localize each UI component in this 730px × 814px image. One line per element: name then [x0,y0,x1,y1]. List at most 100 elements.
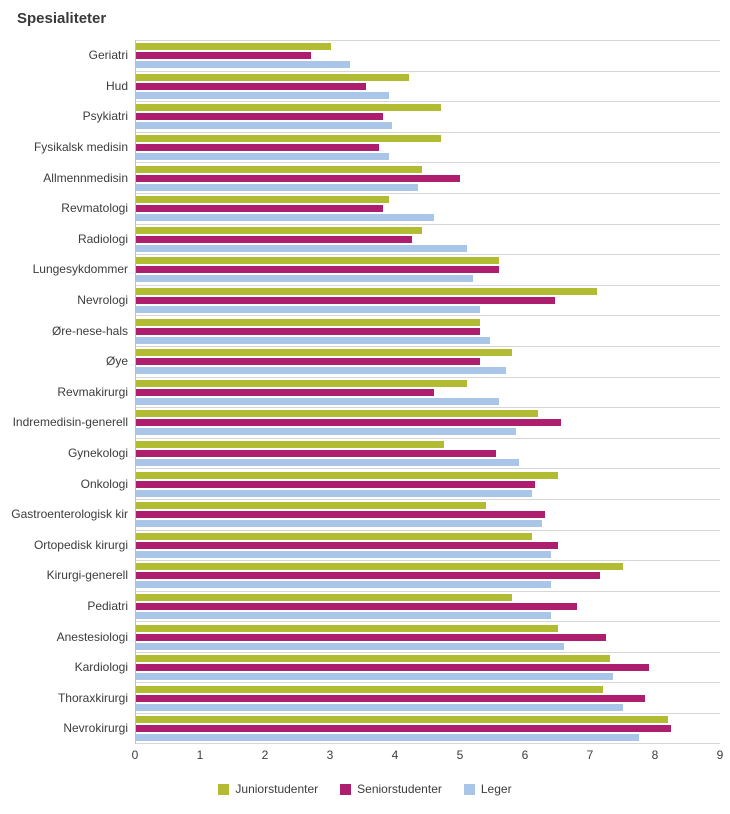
category-label: Nevrologi [77,293,128,308]
category-row: Radiologi [0,223,720,255]
bar-seniorstudenter [136,235,412,243]
bar-seniorstudenter [136,205,383,213]
bar-seniorstudenter [136,450,497,458]
bar-juniorstudenter [136,257,500,265]
bar-juniorstudenter [136,441,445,449]
bar-juniorstudenter [136,532,532,540]
category-row: Anestesiologi [0,621,720,652]
category-row: Pediatri [0,590,720,622]
bar-leger [136,733,639,741]
x-tick-label: 4 [391,748,399,762]
legend-swatch [463,783,475,795]
bar-group [135,131,720,163]
bar-group [135,192,720,224]
bar-group [135,713,720,744]
bar-seniorstudenter [136,633,607,641]
bar-seniorstudenter [136,358,480,366]
bar-juniorstudenter [136,318,480,326]
bar-group [135,621,720,652]
legend: Juniorstudenter Seniorstudenter Leger [0,782,730,796]
category-label: Psykiatri [82,109,128,124]
category-row: Allmennmedisin [0,162,720,193]
category-label: Kirurgi-generell [46,568,128,583]
bar-group [135,529,720,561]
category-label: Onkologi [80,476,128,491]
bar-leger [136,642,565,650]
bar-seniorstudenter [136,541,558,549]
bar-juniorstudenter [136,379,467,387]
bar-juniorstudenter [136,593,513,601]
bar-juniorstudenter [136,624,558,632]
category-label: Gastroenterologisk kir [11,507,128,522]
plot-area: Geriatri Hud Psykiatri Fysikalsk medisin All… [0,40,720,744]
bar-group [135,284,720,316]
bar-juniorstudenter [136,471,558,479]
category-label: Radiologi [77,231,128,246]
x-axis: 0 1 2 3 4 5 6 7 8 9 [132,748,724,766]
legend-label: Seniorstudenter [357,782,442,796]
bar-juniorstudenter [136,288,597,296]
category-row: Thoraxkirurgi [0,682,720,714]
bar-juniorstudenter [136,104,441,112]
bar-seniorstudenter [136,266,500,274]
category-row: Onkologi [0,468,720,499]
legend-swatch [340,783,352,795]
bar-juniorstudenter [136,685,604,693]
bar-juniorstudenter [136,715,669,723]
category-label: Indremedisin-generell [12,415,128,430]
bar-seniorstudenter [136,694,646,702]
bar-juniorstudenter [136,135,441,143]
bar-leger [136,214,435,222]
bar-leger [136,581,552,589]
category-label: Pediatri [87,598,128,613]
category-row: Kirurgi-generell [0,560,720,591]
category-row: Revmatologi [0,192,720,224]
bar-seniorstudenter [136,52,312,60]
x-tick-label: 3 [326,748,334,762]
bar-leger [136,275,474,283]
bar-group [135,162,720,193]
bar-leger [136,428,516,436]
category-row: Kardiologi [0,651,720,683]
category-row: Gynekologi [0,437,720,469]
bar-leger [136,397,500,405]
bar-leger [136,550,552,558]
category-label: Lungesykdommer [32,262,128,277]
category-row: Revmakirurgi [0,376,720,408]
category-label: Gynekologi [67,446,128,461]
legend-label: Juniorstudenter [235,782,319,796]
legend-item-seniorstudenter: Seniorstudenter [340,782,442,796]
bar-group [135,254,720,285]
x-tick-label: 1 [196,748,204,762]
bar-juniorstudenter [136,73,409,81]
bar-group [135,498,720,530]
category-label: Thoraxkirurgi [57,690,128,705]
bar-group [135,223,720,255]
bar-juniorstudenter [136,410,539,418]
bar-seniorstudenter [136,174,461,182]
category-label: Geriatri [88,48,128,63]
category-row: Øye [0,345,720,377]
bar-leger [136,122,393,130]
legend-swatch [218,783,230,795]
category-label: Anestesiologi [56,629,128,644]
legend-label: Leger [480,782,512,796]
category-label: Ortopedisk kirurgi [33,537,128,552]
category-label: Fysikalsk medisin [33,140,128,155]
bar-seniorstudenter [136,327,480,335]
bar-leger [136,673,613,681]
bar-group [135,345,720,377]
bar-group [135,315,720,346]
x-tick-label: 8 [651,748,659,762]
bar-group [135,682,720,714]
bar-juniorstudenter [136,43,331,51]
bar-group [135,101,720,132]
category-label: Allmennmedisin [43,170,128,185]
category-row: Nevrokirurgi [0,713,720,744]
category-label: Revmatologi [61,201,128,216]
legend-item-juniorstudenter: Juniorstudenter [218,782,318,796]
bar-juniorstudenter [136,502,487,510]
bar-leger [136,153,390,161]
bar-seniorstudenter [136,388,435,396]
